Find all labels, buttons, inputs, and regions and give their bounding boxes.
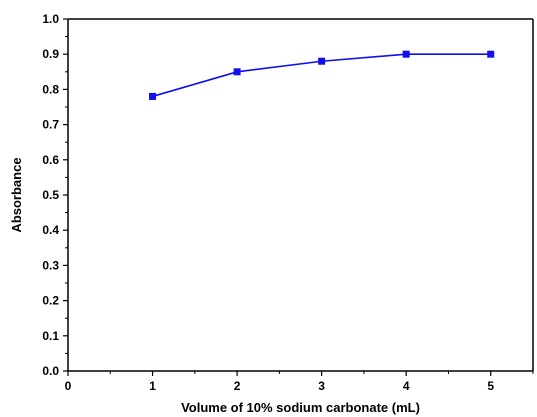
y-tick-label: 0.3 xyxy=(42,258,59,272)
ticks: 0 1 2 3 4 5 0.0 0.1 0.2 0.3 0.4 0.5 0.6 0.7 0.8 0.9 1.0 xyxy=(42,12,534,393)
x-axis-title: Volume of 10% sodium carbonate (mL) xyxy=(181,400,420,415)
y-tick-label: 0.4 xyxy=(42,223,59,237)
data-point xyxy=(318,57,326,65)
data-series xyxy=(149,50,495,100)
x-tick-label: 5 xyxy=(487,379,494,393)
y-tick-label: 0.2 xyxy=(42,294,59,308)
y-tick-label: 0.8 xyxy=(42,82,59,96)
data-point xyxy=(487,50,495,58)
x-tick-label: 0 xyxy=(65,379,72,393)
x-tick-label: 2 xyxy=(234,379,241,393)
data-point xyxy=(233,68,241,76)
y-tick-label: 1.0 xyxy=(42,12,59,26)
y-tick-label: 0.0 xyxy=(42,364,59,378)
y-tick-label: 0.1 xyxy=(42,329,59,343)
axes xyxy=(67,18,534,372)
x-tick-label: 3 xyxy=(318,379,325,393)
y-tick-label: 0.6 xyxy=(42,153,59,167)
x-tick-label: 1 xyxy=(149,379,156,393)
y-tick-label: 0.7 xyxy=(42,118,59,132)
x-tick-label: 4 xyxy=(403,379,410,393)
data-point xyxy=(149,92,157,100)
y-tick-label: 0.9 xyxy=(42,47,59,61)
data-point xyxy=(402,50,410,58)
y-tick-label: 0.5 xyxy=(42,188,59,202)
y-axis-title: Absorbance xyxy=(9,157,24,232)
